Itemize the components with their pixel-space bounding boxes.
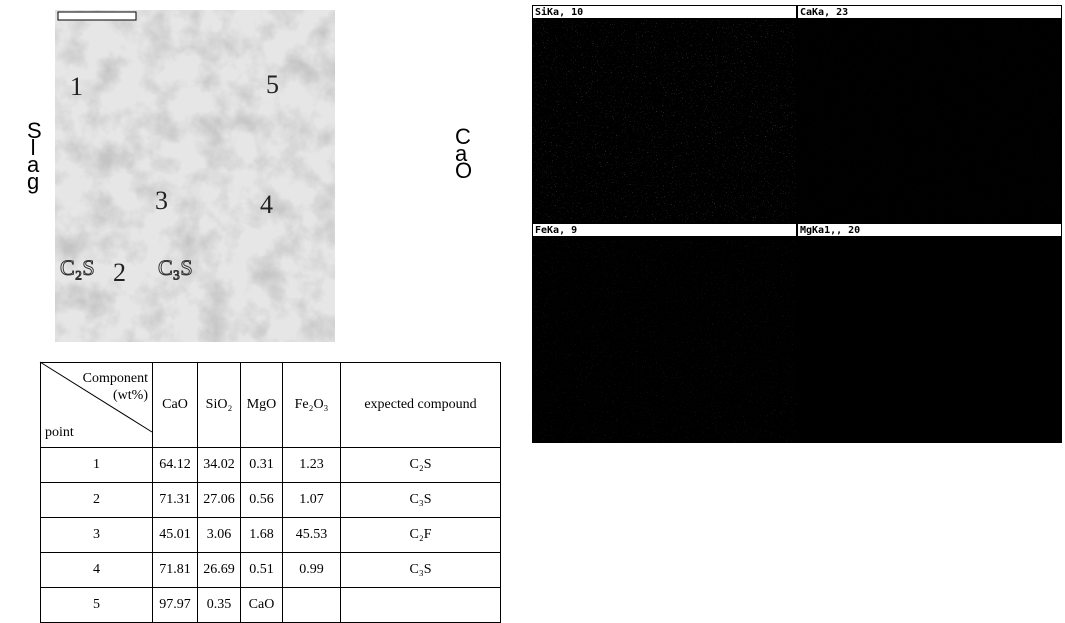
header-cell: Fe₂O₃ xyxy=(283,363,341,448)
table-cell: 45.01 xyxy=(153,518,198,553)
table-cell: 26.69 xyxy=(198,553,241,588)
header-text: (wt%) xyxy=(113,388,148,404)
table-cell: 71.31 xyxy=(153,483,198,518)
table-cell: C₃S xyxy=(341,483,501,518)
table-cell: 0.31 xyxy=(241,448,283,483)
table-cell: 64.12 xyxy=(153,448,198,483)
map-label: CaKa, 23 xyxy=(797,5,1062,19)
table-cell: 5 xyxy=(41,588,153,623)
sem-texture xyxy=(55,10,335,342)
table-cell: 0.51 xyxy=(241,553,283,588)
table-cell: 3 xyxy=(41,518,153,553)
header-cell: expected compound xyxy=(341,363,501,448)
table-cell: 4 xyxy=(41,553,153,588)
page: Slag CaO 1 2 3 4 5 C₂S C₃S Component(wt%… xyxy=(0,0,1065,623)
side-label: CaO xyxy=(455,128,467,179)
point-label: 3 xyxy=(155,186,168,216)
table-cell: 0.56 xyxy=(241,483,283,518)
table-cell xyxy=(283,588,341,623)
map-label: MgKa1,, 20 xyxy=(797,223,1062,237)
point-label: 4 xyxy=(260,190,273,220)
table-cell: 0.35 xyxy=(198,588,241,623)
phase-label: C₃S xyxy=(158,255,193,281)
table-cell: 2 xyxy=(41,483,153,518)
table-cell: C₂S xyxy=(341,448,501,483)
header-cell: MgO xyxy=(241,363,283,448)
table-cell: 0.99 xyxy=(283,553,341,588)
header-cell: SiO₂ xyxy=(198,363,241,448)
table-cell: 1 xyxy=(41,448,153,483)
table-cell: 1.23 xyxy=(283,448,341,483)
table-cell: 3.06 xyxy=(198,518,241,553)
corner-cell: Component(wt%) point xyxy=(41,363,153,448)
table-cell xyxy=(341,588,501,623)
table-cell: 1.68 xyxy=(241,518,283,553)
si-map-texture xyxy=(533,20,796,222)
table-cell: 27.06 xyxy=(198,483,241,518)
side-label: Slag xyxy=(27,122,39,190)
table-cell: C₂F xyxy=(341,518,501,553)
point-label: 5 xyxy=(266,70,279,100)
ca-map-texture xyxy=(798,20,1061,222)
header-text: point xyxy=(45,425,74,441)
header-cell: CaO xyxy=(153,363,198,448)
map-label: SiKa, 10 xyxy=(532,5,797,19)
point-label: 2 xyxy=(113,258,126,288)
table-cell: 97.97 xyxy=(153,588,198,623)
table-cell: 1.07 xyxy=(283,483,341,518)
table-cell: CaO xyxy=(241,588,283,623)
header-text: Component xyxy=(83,371,148,387)
table-cell: C₃S xyxy=(341,553,501,588)
fe-map-texture xyxy=(533,238,796,442)
scale-bar xyxy=(58,12,136,20)
table-cell: 71.81 xyxy=(153,553,198,588)
phase-label: C₂S xyxy=(60,255,95,281)
table-cell: 34.02 xyxy=(198,448,241,483)
point-label: 1 xyxy=(70,72,83,102)
table-cell: 45.53 xyxy=(283,518,341,553)
map-label: FeKa, 9 xyxy=(532,223,797,237)
